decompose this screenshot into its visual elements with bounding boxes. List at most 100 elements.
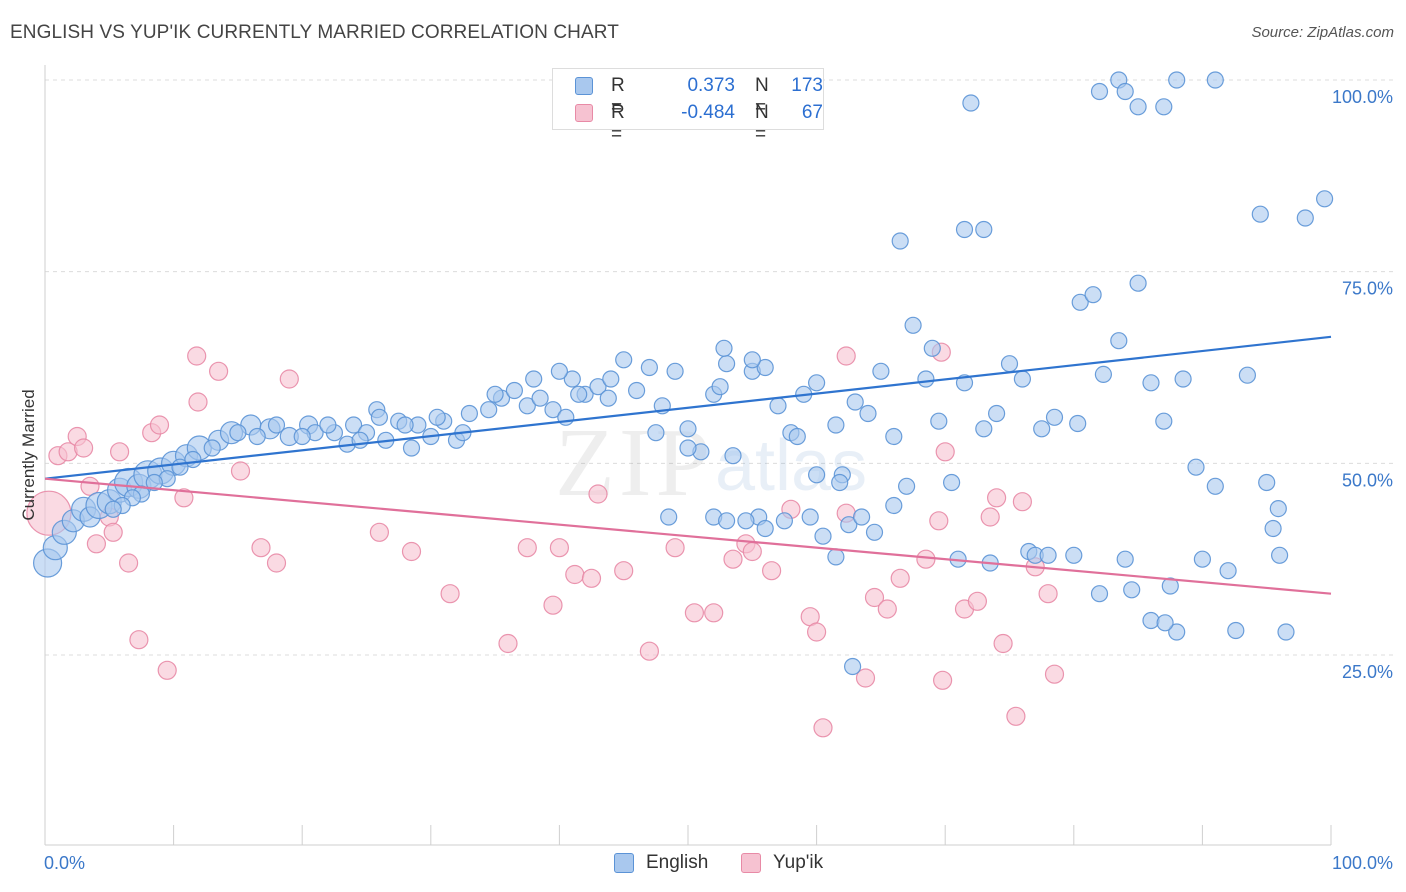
yupik-point [581, 568, 602, 588]
english-point [1193, 550, 1212, 568]
english-point [627, 381, 646, 400]
english-point [843, 657, 862, 676]
correlation-legend: R = 0.373 N = 173 R = -0.484 N = 67 [552, 68, 824, 145]
english-point [550, 362, 569, 380]
yupik-trendline [44, 477, 1332, 595]
english-swatch [575, 77, 593, 95]
english-point [396, 416, 414, 434]
english-point [1168, 71, 1186, 89]
english-point [715, 339, 733, 357]
english-point [962, 94, 980, 112]
english-point [1090, 82, 1109, 101]
english-point [975, 420, 993, 438]
yupik-point [369, 522, 389, 542]
english-point [1142, 374, 1160, 392]
english-point [1251, 205, 1269, 223]
english-point [891, 232, 909, 250]
english-point [987, 404, 1006, 423]
english-legend-label: English [646, 852, 709, 873]
yupik-point [684, 603, 705, 623]
english-point [589, 378, 607, 396]
english-point [666, 362, 684, 380]
english-point [1264, 519, 1282, 538]
source-credit: Source: ZipAtlas.com [1251, 24, 1394, 41]
english-point [267, 416, 286, 434]
yupik-point [1038, 584, 1058, 604]
yupik-point [119, 553, 139, 573]
english-point [1161, 577, 1179, 595]
english-point [679, 439, 697, 457]
english-point [1238, 366, 1257, 384]
english-point [428, 408, 446, 426]
english-point [229, 424, 247, 442]
yupik-point [103, 522, 123, 542]
yupik-r-label: R = [611, 102, 625, 145]
yupik-n-label: N = [755, 102, 769, 145]
english-point [1116, 82, 1134, 101]
english-point [1123, 581, 1141, 599]
english-trendline [44, 335, 1332, 480]
english-point [203, 439, 221, 457]
english-r-value: 0.373 [687, 75, 735, 96]
english-point [1142, 611, 1160, 630]
english-point [807, 374, 826, 392]
yupik-point [498, 633, 518, 654]
yupik-point [188, 392, 208, 412]
yupik-point [614, 561, 634, 581]
english-point [660, 508, 678, 526]
english-point [615, 351, 633, 369]
english-point [865, 523, 884, 541]
yupik-point [877, 599, 897, 619]
english-point [319, 416, 337, 434]
english-point [544, 401, 562, 419]
yupik-point [665, 538, 685, 558]
english-point [1174, 370, 1192, 388]
english-point [1206, 477, 1224, 495]
english-point [531, 389, 549, 407]
english-point [814, 527, 832, 545]
yupik-point [1006, 706, 1026, 726]
english-point [370, 408, 388, 426]
english-point [1013, 370, 1032, 388]
english-point [486, 385, 504, 403]
english-point [1039, 546, 1057, 564]
yupik-point [932, 670, 953, 690]
english-point [846, 393, 864, 411]
y-tick-label: 100.0% [1332, 87, 1393, 107]
yupik-point [73, 438, 94, 458]
yupik-point [935, 442, 955, 462]
yupik-point [806, 622, 827, 642]
english-point [563, 370, 581, 388]
english-point [345, 416, 363, 434]
english-point [852, 508, 871, 526]
english-point [831, 473, 849, 492]
yupik-point [1012, 492, 1033, 512]
english-legend-swatch [614, 853, 634, 873]
english-point [827, 548, 845, 566]
english-point [807, 466, 826, 484]
yupik-point [149, 415, 170, 435]
trend-lines [44, 335, 1332, 595]
yupik-point [279, 369, 299, 389]
english-point [104, 500, 122, 518]
english-point [1258, 473, 1276, 492]
yupik-point [986, 488, 1007, 508]
english-point [171, 458, 189, 476]
english-point [1129, 274, 1147, 292]
english-point [942, 473, 961, 492]
english-point [923, 339, 941, 357]
english-point [640, 358, 659, 377]
yupik-point [86, 534, 107, 554]
english-point [1187, 458, 1205, 476]
yupik-point [588, 484, 608, 504]
english-point [885, 496, 903, 515]
y-tick-label: 75.0% [1342, 279, 1393, 299]
english-point [1065, 546, 1083, 564]
english-point [1033, 420, 1051, 438]
yupik-point [1044, 664, 1065, 684]
english-point [1110, 332, 1128, 350]
english-point [460, 404, 478, 423]
english-point [717, 355, 736, 373]
data-points [26, 71, 1334, 738]
english-point [917, 370, 935, 388]
